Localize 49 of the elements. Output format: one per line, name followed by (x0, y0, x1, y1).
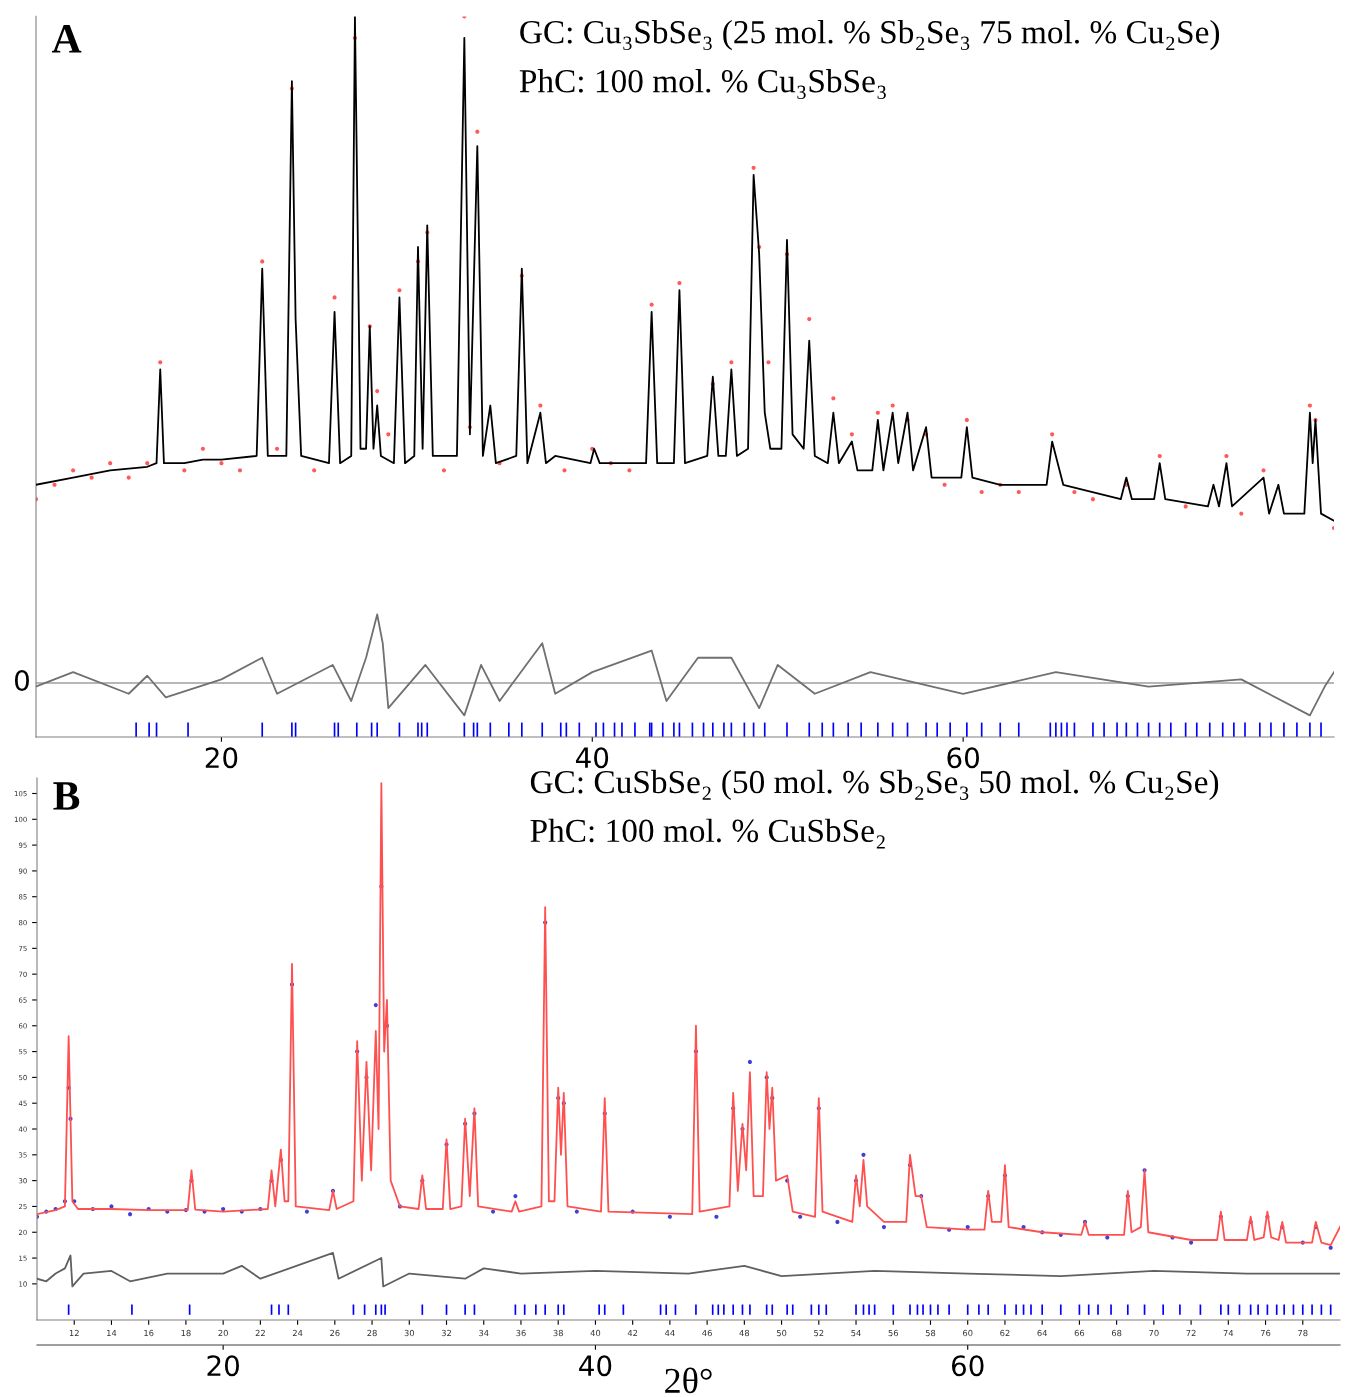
x-tick-label: 56 (888, 1329, 899, 1337)
x-tick-label: 44 (664, 1329, 675, 1337)
x-tick-label: 20 (205, 747, 238, 769)
x-tick-label: 60 (962, 1329, 973, 1337)
x-tick-label: 72 (1186, 1329, 1196, 1337)
x-tick-label: 50 (776, 1329, 787, 1337)
x-tick-label: 18 (181, 1329, 191, 1337)
x-tick-label: 42 (627, 1329, 638, 1337)
x-tick-label: 68 (1111, 1329, 1122, 1337)
x-tick-label: 28 (367, 1329, 377, 1337)
annotation: GC: CuSbSe₂ (50 mol. % Sb₂Se₃ 50 mol. % Cu₂Se) (530, 769, 1219, 801)
x-tick-label: 62 (1000, 1329, 1010, 1337)
x-tick-label: 38 (553, 1329, 563, 1337)
x-tick-label: 24 (292, 1329, 303, 1337)
x-axis-title: 2θ° (665, 1367, 712, 1394)
x-tick-label: 22 (255, 1329, 265, 1337)
x-tick-label: 34 (479, 1329, 489, 1337)
line-series (37, 1251, 1340, 1288)
x-tick-label: 40 (590, 1329, 601, 1337)
x-tick-label: 54 (851, 1329, 861, 1337)
x-tick-label: 74 (1223, 1329, 1234, 1337)
ref-line-label: 0 (14, 670, 29, 692)
annotation: PhC: 100 mol. % Cu₃SbSe₃ (519, 69, 886, 100)
x-tick-label: 32 (441, 1329, 451, 1337)
x-tick-label: 46 (702, 1329, 712, 1337)
annotation: PhC: 100 mol. % CuSbSe₂ (530, 818, 885, 849)
x-tick-label: 40 (575, 747, 609, 769)
annotation: A (51, 25, 82, 53)
x-tick-label: 64 (1037, 1329, 1048, 1337)
x-tick-label: 70 (1149, 1329, 1159, 1337)
x-tick-label: 48 (739, 1329, 750, 1337)
x-tick-label: 26 (330, 1329, 340, 1337)
x-tick-label: 76 (1260, 1329, 1271, 1337)
annotation: GC: Cu₃SbSe₃ (25 mol. % Sb₂Se₃ 75 mol. % Cu₂Se) (520, 20, 1220, 51)
annotation: B (53, 782, 80, 810)
x-tick-label: 36 (516, 1329, 526, 1337)
x-tick-label: 30 (404, 1329, 415, 1337)
x-tick-label: 78 (1298, 1329, 1308, 1337)
x-tick-label: 58 (925, 1329, 936, 1337)
x2-tick-label: 20 (207, 1355, 239, 1377)
x-tick-label: 66 (1074, 1329, 1085, 1337)
x-tick-label: 14 (107, 1329, 117, 1337)
x-tick-label: 12 (69, 1329, 79, 1337)
x-tick-label: 60 (947, 747, 979, 769)
x2-tick-label: 60 (951, 1355, 984, 1377)
x2-tick-label: 40 (579, 1355, 612, 1377)
x-tick-label: 16 (144, 1329, 154, 1337)
x-tick-label: 52 (814, 1329, 824, 1337)
x-tick-label: 20 (218, 1329, 228, 1337)
